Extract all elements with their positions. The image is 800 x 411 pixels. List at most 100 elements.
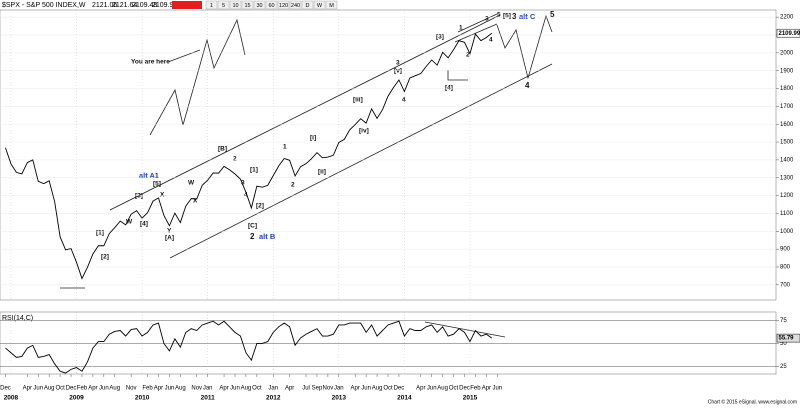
- annotation: 4: [489, 37, 493, 44]
- annotation: [3]: [135, 193, 143, 200]
- x-tick-label: Oct: [449, 386, 459, 392]
- year-label: 2013: [332, 395, 347, 402]
- annotation: [v]: [394, 68, 402, 75]
- year-label: 2015: [463, 395, 478, 402]
- interval-label[interactable]: D: [306, 3, 310, 9]
- annotation: [iv]: [359, 128, 369, 135]
- year-label: 2009: [69, 395, 84, 402]
- year-label: 2011: [201, 395, 215, 402]
- interval-label[interactable]: 15: [244, 3, 250, 9]
- y-tick-label: 900: [780, 247, 791, 253]
- x-tick-label: Dec: [394, 386, 405, 392]
- x-tick-label: Apr: [416, 386, 425, 392]
- footer: Chart © 2015 eSignal. www.esignal.com: [708, 398, 797, 405]
- x-tick-label: Aug: [372, 386, 383, 392]
- y-tick-label: 1700: [780, 104, 794, 110]
- annotation: You are here: [131, 59, 170, 66]
- y-tick-label: 1300: [780, 175, 794, 181]
- annotation: 3: [512, 12, 517, 21]
- interval-label[interactable]: M: [329, 3, 334, 9]
- annotation: X: [160, 192, 165, 199]
- annotation: [4]: [140, 221, 148, 228]
- x-tick-label: Oct: [55, 386, 65, 392]
- y-tick-label: 700: [780, 282, 791, 288]
- x-tick-label: Jul: [302, 386, 310, 392]
- annotation: 3: [396, 60, 400, 67]
- annotation: 4: [525, 81, 530, 90]
- year-label: 2012: [266, 395, 281, 402]
- x-tick-label: Dec: [459, 386, 470, 392]
- interval-label[interactable]: 30: [256, 3, 262, 9]
- x-tick-label: Feb: [142, 386, 153, 392]
- annotation: 5: [497, 12, 501, 19]
- x-tick-label: Dec: [0, 386, 11, 392]
- last-value-label: 55.79: [779, 336, 795, 342]
- x-tick-label: Apr: [285, 386, 294, 392]
- rsi-title: RSI(14,C): [2, 315, 33, 322]
- x-tick-label: Aug: [437, 386, 448, 392]
- x-tick-label: Oct: [383, 386, 393, 392]
- y-tick-label: 75: [780, 318, 787, 324]
- annotation: [1]: [250, 167, 258, 174]
- change-box: [172, 1, 202, 9]
- x-tick-label: Jun: [492, 386, 502, 392]
- x-tick-label: Feb: [470, 386, 481, 392]
- x-tick-label: Aug: [175, 386, 186, 392]
- interval-label[interactable]: W: [317, 3, 323, 9]
- y-tick-label: 1400: [780, 157, 794, 163]
- y-tick-label: 1200: [780, 193, 794, 199]
- annotation: W: [188, 180, 195, 187]
- y-tick-label: 800: [780, 265, 791, 271]
- x-tick-label: Aug: [241, 386, 252, 392]
- interval-label[interactable]: 240: [291, 3, 300, 9]
- x-tick-label: Apr: [351, 386, 360, 392]
- interval-label[interactable]: 120: [279, 3, 288, 9]
- x-tick-label: Apr: [482, 386, 491, 392]
- x-tick-label: Apr: [154, 386, 163, 392]
- annotation: [5]: [153, 181, 161, 188]
- annotation: 2: [250, 232, 255, 241]
- y-tick-label: 1000: [780, 229, 794, 235]
- annotation: [2]: [256, 203, 264, 210]
- interval-label[interactable]: 1: [210, 3, 213, 9]
- annotation: [B]: [218, 146, 227, 153]
- x-tick-label: Jan: [268, 386, 278, 392]
- y-tick-label: 1800: [780, 86, 794, 92]
- x-tick-label: Nov: [323, 386, 334, 392]
- y-tick-label: 1900: [780, 68, 794, 74]
- x-tick-label: Aug: [44, 386, 55, 392]
- symbol: $SPX - S&P 500 INDEX,W: [2, 2, 86, 9]
- year-label: 2008: [4, 395, 19, 402]
- x-tick-label: Jan: [334, 386, 344, 392]
- annotation: alt C: [519, 12, 536, 21]
- interval-label[interactable]: 5: [222, 3, 225, 9]
- x-tick-label: Nov: [191, 386, 202, 392]
- annotation: 3: [485, 16, 489, 23]
- y-tick-label: 2000: [780, 50, 794, 56]
- x-tick-label: Jun: [165, 386, 175, 392]
- annotation: [A]: [165, 235, 174, 242]
- y-tick-label: 1600: [780, 122, 794, 128]
- x-tick-label: Jun: [230, 386, 240, 392]
- x-tick-label: Sep: [312, 386, 323, 392]
- annotation: [iii]: [353, 97, 363, 104]
- annotation: 1: [155, 173, 159, 180]
- interval-label[interactable]: 60: [268, 3, 274, 9]
- x-tick-label: Jun: [427, 386, 437, 392]
- annotation: 5: [550, 10, 555, 19]
- year-label: 2014: [397, 395, 412, 402]
- annotation: 1: [459, 25, 463, 32]
- annotation: [5]: [503, 13, 511, 20]
- x-tick-label: Nov: [126, 386, 137, 392]
- x-tick-label: Dec: [66, 386, 77, 392]
- y-tick-label: 1100: [780, 211, 794, 217]
- interval-label[interactable]: 10: [232, 3, 238, 9]
- year-label: 2010: [135, 395, 150, 402]
- x-tick-label: Oct: [252, 386, 262, 392]
- x-tick-label: Apr: [88, 386, 97, 392]
- annotation: [1]: [96, 230, 104, 237]
- annotation: [C]: [248, 223, 257, 230]
